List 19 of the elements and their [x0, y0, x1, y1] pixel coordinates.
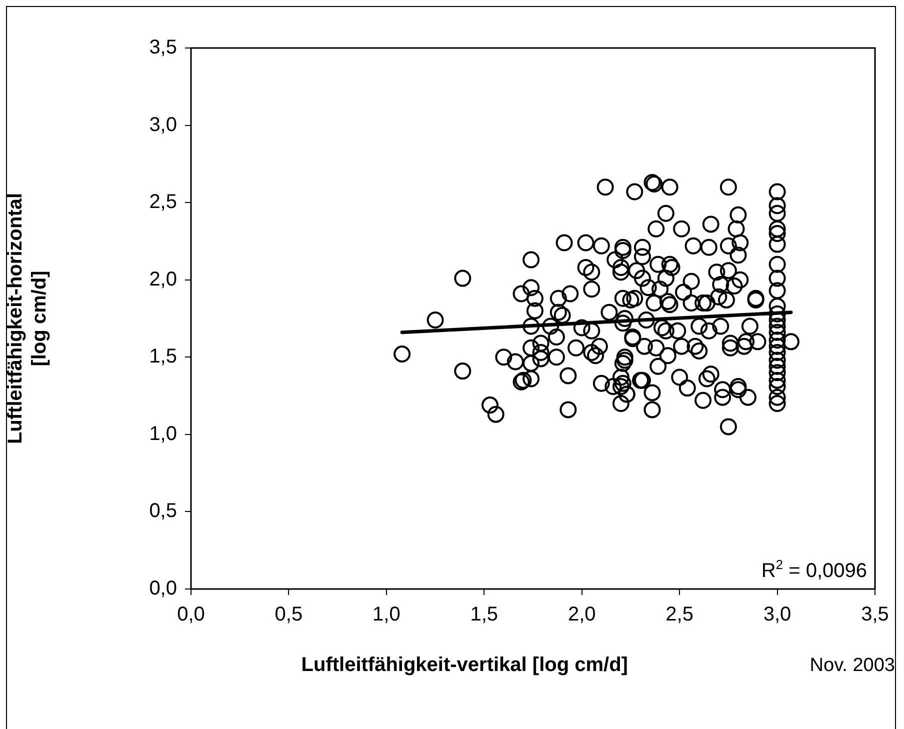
y-tick-label: 2,5 — [149, 191, 177, 214]
y-tick-label: 1,0 — [149, 422, 177, 445]
x-axis-title: Luftleitfähigkeit-vertikal [log cm/d] — [301, 654, 628, 676]
y-tick-label: 3,5 — [149, 36, 177, 59]
text: Nov. 2003 — [810, 655, 895, 676]
y-tick-label: 2,0 — [149, 268, 177, 290]
x-tick-label: 2,0 — [568, 604, 596, 626]
y-tick-label: 0,5 — [149, 500, 177, 522]
y-tick-label: 1,5 — [149, 346, 177, 368]
y-axis-title: Luftleitfähigkeit-horizontal [log cm/d] — [4, 192, 51, 444]
x-tick-label: 0,5 — [274, 604, 303, 626]
x-tick-label: 2,5 — [666, 604, 694, 626]
x-tick-label: 3,5 — [861, 604, 889, 626]
y-tick-label: 3,0 — [149, 114, 177, 136]
x-tick-label: 1,0 — [372, 604, 400, 626]
x-tick-label: 0,0 — [177, 604, 205, 626]
x-tick-label: 3,0 — [763, 604, 792, 626]
x-tick-label: 1,5 — [470, 604, 498, 626]
y-tick-label: 0,0 — [149, 578, 177, 600]
